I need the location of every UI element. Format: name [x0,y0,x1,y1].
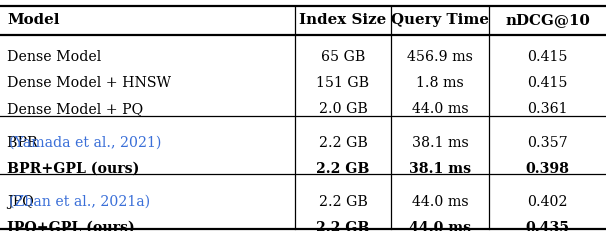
Text: (Zhan et al., 2021a): (Zhan et al., 2021a) [8,194,150,208]
Text: 2.2 GB: 2.2 GB [316,161,370,175]
Text: 0.398: 0.398 [525,161,570,175]
Text: 2.2 GB: 2.2 GB [319,135,367,149]
Text: 456.9 ms: 456.9 ms [407,50,473,64]
Text: 151 GB: 151 GB [316,76,370,90]
Text: Dense Model: Dense Model [7,50,102,64]
Text: 2.2 GB: 2.2 GB [319,194,367,208]
Text: 0.435: 0.435 [525,220,570,231]
Text: 65 GB: 65 GB [321,50,365,64]
Text: BPR+GPL (ours): BPR+GPL (ours) [7,161,139,175]
Text: Index Size: Index Size [299,13,387,27]
Text: Query Time: Query Time [391,13,489,27]
Text: 44.0 ms: 44.0 ms [409,220,471,231]
Text: Dense Model + PQ: Dense Model + PQ [7,102,144,116]
Text: BPR: BPR [7,135,42,149]
Text: 2.0 GB: 2.0 GB [319,102,367,116]
Text: 38.1 ms: 38.1 ms [409,161,471,175]
Text: 38.1 ms: 38.1 ms [411,135,468,149]
Text: 44.0 ms: 44.0 ms [411,194,468,208]
Text: 0.415: 0.415 [527,76,568,90]
Text: 2.2 GB: 2.2 GB [316,220,370,231]
Text: 0.415: 0.415 [527,50,568,64]
Text: Model: Model [7,13,60,27]
Text: JPQ+GPL (ours): JPQ+GPL (ours) [7,220,135,231]
Text: nDCG@10: nDCG@10 [505,13,590,27]
Text: Dense Model + HNSW: Dense Model + HNSW [7,76,171,90]
Text: 0.357: 0.357 [527,135,568,149]
Text: JPQ: JPQ [7,194,39,208]
Text: 44.0 ms: 44.0 ms [411,102,468,116]
Text: 1.8 ms: 1.8 ms [416,76,464,90]
Text: 0.402: 0.402 [527,194,568,208]
Text: 0.361: 0.361 [527,102,568,116]
Text: (Yamada et al., 2021): (Yamada et al., 2021) [8,135,161,149]
